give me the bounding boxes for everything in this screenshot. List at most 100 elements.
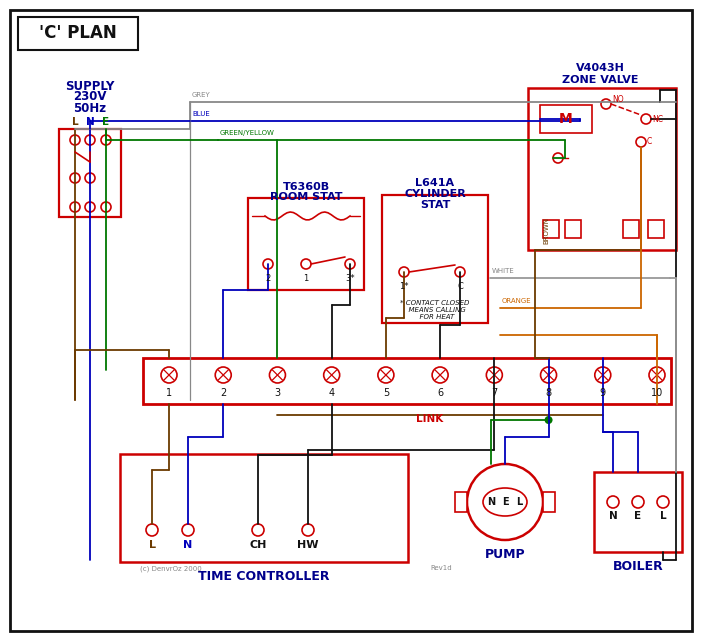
Circle shape bbox=[70, 202, 80, 212]
Text: N: N bbox=[86, 117, 94, 127]
FancyBboxPatch shape bbox=[10, 10, 692, 631]
Text: M: M bbox=[559, 112, 573, 126]
FancyBboxPatch shape bbox=[528, 88, 676, 250]
Text: 1: 1 bbox=[166, 388, 172, 398]
Text: 7: 7 bbox=[491, 388, 498, 398]
Circle shape bbox=[432, 367, 448, 383]
Circle shape bbox=[302, 524, 314, 536]
Circle shape bbox=[553, 153, 563, 163]
Text: E: E bbox=[502, 497, 508, 507]
Text: 3*: 3* bbox=[345, 274, 355, 283]
Text: NC: NC bbox=[652, 115, 663, 124]
Text: GREY: GREY bbox=[192, 92, 211, 98]
Text: L: L bbox=[660, 511, 666, 521]
Text: 6: 6 bbox=[437, 388, 443, 398]
FancyBboxPatch shape bbox=[648, 220, 664, 238]
Text: TIME CONTROLLER: TIME CONTROLLER bbox=[198, 569, 330, 583]
Circle shape bbox=[486, 367, 503, 383]
Circle shape bbox=[270, 367, 286, 383]
Circle shape bbox=[649, 367, 665, 383]
Text: 'C' PLAN: 'C' PLAN bbox=[39, 24, 117, 42]
Circle shape bbox=[607, 496, 619, 508]
Text: ZONE VALVE: ZONE VALVE bbox=[562, 75, 638, 85]
Text: NO: NO bbox=[612, 94, 623, 103]
FancyBboxPatch shape bbox=[565, 220, 581, 238]
FancyBboxPatch shape bbox=[18, 17, 138, 50]
Text: Rev1d: Rev1d bbox=[430, 565, 451, 571]
Text: (c) DenvrOz 2000: (c) DenvrOz 2000 bbox=[140, 565, 201, 572]
Text: ORANGE: ORANGE bbox=[502, 298, 531, 304]
Text: C: C bbox=[457, 282, 463, 291]
FancyBboxPatch shape bbox=[120, 454, 408, 562]
Text: CYLINDER: CYLINDER bbox=[404, 189, 466, 199]
Text: 9: 9 bbox=[600, 388, 606, 398]
Circle shape bbox=[657, 496, 669, 508]
Text: N: N bbox=[609, 511, 617, 521]
Circle shape bbox=[101, 135, 111, 145]
Circle shape bbox=[182, 524, 194, 536]
Text: HW: HW bbox=[297, 540, 319, 550]
Text: E: E bbox=[635, 511, 642, 521]
Text: 2: 2 bbox=[265, 274, 271, 283]
Circle shape bbox=[378, 367, 394, 383]
Text: CH: CH bbox=[249, 540, 267, 550]
FancyBboxPatch shape bbox=[455, 492, 467, 512]
Circle shape bbox=[324, 367, 340, 383]
Text: T6360B: T6360B bbox=[282, 182, 329, 192]
Text: 230V: 230V bbox=[73, 90, 107, 103]
Text: N: N bbox=[487, 497, 495, 507]
FancyBboxPatch shape bbox=[543, 492, 555, 512]
Circle shape bbox=[101, 202, 111, 212]
Circle shape bbox=[545, 416, 552, 424]
Text: L: L bbox=[149, 540, 156, 550]
Text: 8: 8 bbox=[545, 388, 552, 398]
Circle shape bbox=[85, 173, 95, 183]
Circle shape bbox=[636, 137, 646, 147]
Text: * CONTACT CLOSED
  MEANS CALLING
  FOR HEAT: * CONTACT CLOSED MEANS CALLING FOR HEAT bbox=[400, 300, 470, 320]
Text: L: L bbox=[516, 497, 522, 507]
Text: SUPPLY: SUPPLY bbox=[65, 79, 114, 92]
Text: WHITE: WHITE bbox=[492, 268, 515, 274]
Circle shape bbox=[70, 135, 80, 145]
Circle shape bbox=[641, 114, 651, 124]
Text: E: E bbox=[102, 117, 110, 127]
FancyBboxPatch shape bbox=[540, 105, 592, 133]
Text: N: N bbox=[183, 540, 192, 550]
Circle shape bbox=[85, 202, 95, 212]
Text: 4: 4 bbox=[329, 388, 335, 398]
Text: 1*: 1* bbox=[399, 282, 409, 291]
Circle shape bbox=[467, 464, 543, 540]
Text: PUMP: PUMP bbox=[484, 549, 525, 562]
Circle shape bbox=[595, 367, 611, 383]
Ellipse shape bbox=[483, 488, 527, 516]
Text: 5: 5 bbox=[383, 388, 389, 398]
Text: 50Hz: 50Hz bbox=[74, 101, 107, 115]
Circle shape bbox=[541, 367, 557, 383]
Text: 10: 10 bbox=[651, 388, 663, 398]
Circle shape bbox=[455, 267, 465, 277]
FancyBboxPatch shape bbox=[623, 220, 639, 238]
Text: STAT: STAT bbox=[420, 200, 450, 210]
Text: 3: 3 bbox=[274, 388, 281, 398]
Circle shape bbox=[85, 135, 95, 145]
Text: C: C bbox=[647, 138, 652, 147]
Circle shape bbox=[601, 99, 611, 109]
Circle shape bbox=[70, 173, 80, 183]
Text: L: L bbox=[72, 117, 79, 127]
Circle shape bbox=[301, 259, 311, 269]
Circle shape bbox=[399, 267, 409, 277]
Text: GREEN/YELLOW: GREEN/YELLOW bbox=[220, 130, 275, 136]
FancyBboxPatch shape bbox=[594, 472, 682, 552]
Circle shape bbox=[161, 367, 177, 383]
Text: BOILER: BOILER bbox=[613, 560, 663, 572]
Text: BLUE: BLUE bbox=[192, 111, 210, 117]
FancyBboxPatch shape bbox=[543, 220, 559, 238]
Circle shape bbox=[252, 524, 264, 536]
Text: ROOM STAT: ROOM STAT bbox=[270, 192, 343, 202]
FancyBboxPatch shape bbox=[248, 198, 364, 290]
Text: 2: 2 bbox=[220, 388, 226, 398]
Text: BROWN: BROWN bbox=[543, 217, 549, 244]
FancyBboxPatch shape bbox=[143, 358, 671, 404]
Text: V4043H: V4043H bbox=[576, 63, 625, 73]
Circle shape bbox=[263, 259, 273, 269]
